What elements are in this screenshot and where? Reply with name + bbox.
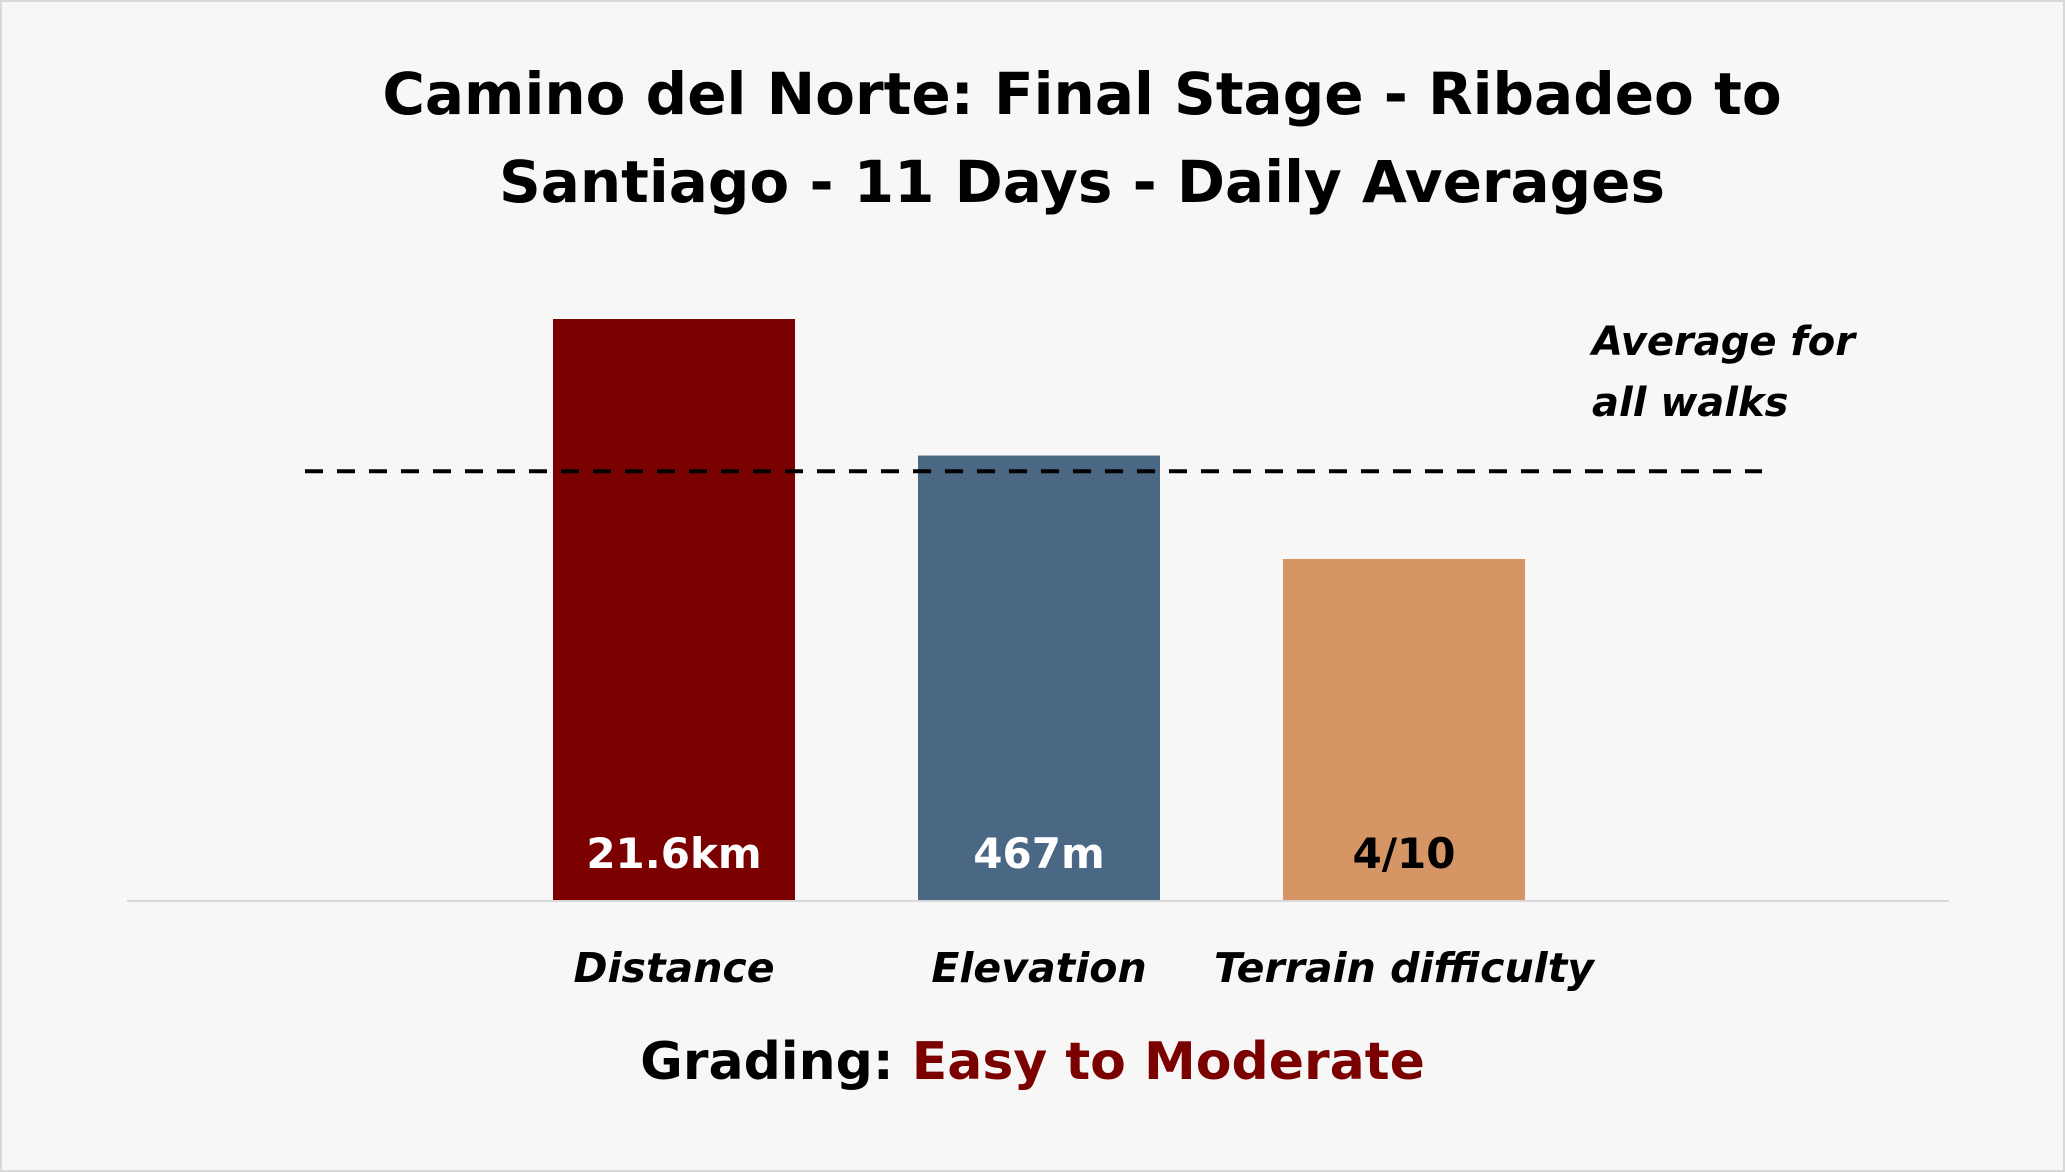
category-label-3: Terrain difficulty (1214, 944, 1596, 992)
average-label-line2: all walks (1592, 380, 1788, 426)
grading-label: Grading: (640, 1032, 894, 1092)
average-label-line1: Average for (1589, 319, 1857, 365)
bar-terrain-difficulty (1283, 558, 1525, 901)
data-label-1: 21.6km (586, 829, 761, 878)
bar-distance (553, 319, 795, 901)
data-label-2: 467m (973, 829, 1104, 878)
data-label-3: 4/10 (1352, 829, 1455, 878)
category-label-1: Distance (573, 944, 774, 992)
grading-value: Easy to Moderate (911, 1032, 1425, 1092)
bar-elevation (918, 455, 1160, 901)
chart-title: Camino del Norte: Final Stage - Ribadeo … (382, 60, 1782, 216)
grading: Grading: Easy to Moderate (2, 1032, 2063, 1092)
category-label-2: Elevation (931, 944, 1146, 992)
